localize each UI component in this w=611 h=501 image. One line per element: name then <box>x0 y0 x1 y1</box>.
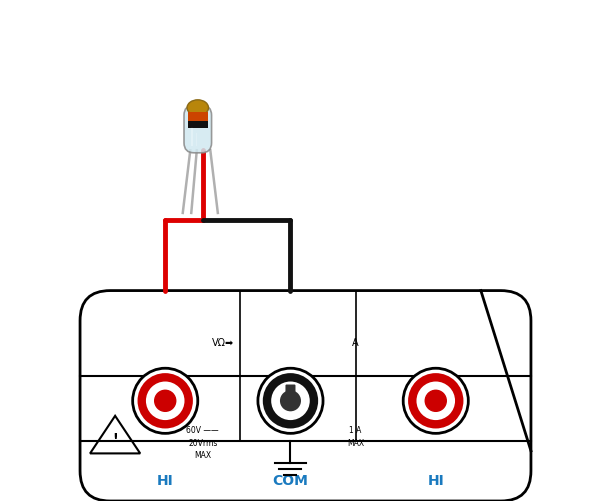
Text: 1 A: 1 A <box>349 426 362 435</box>
Circle shape <box>137 373 193 428</box>
Circle shape <box>408 373 463 428</box>
Text: 60V ——: 60V —— <box>186 426 219 435</box>
Circle shape <box>431 396 440 405</box>
Circle shape <box>417 382 455 420</box>
Text: MAX: MAX <box>194 451 211 460</box>
Text: HI: HI <box>157 474 174 488</box>
Circle shape <box>271 382 310 420</box>
Text: 20Vrms: 20Vrms <box>188 439 218 448</box>
FancyBboxPatch shape <box>285 385 296 397</box>
Circle shape <box>263 373 318 428</box>
Ellipse shape <box>187 100 208 116</box>
Text: COM: COM <box>273 474 309 488</box>
Text: VΩ➡: VΩ➡ <box>212 338 234 348</box>
Circle shape <box>425 390 446 411</box>
Text: MAX: MAX <box>347 439 364 448</box>
Text: !: ! <box>112 432 118 445</box>
Circle shape <box>161 396 170 405</box>
FancyBboxPatch shape <box>184 105 211 153</box>
FancyBboxPatch shape <box>80 291 531 501</box>
Text: HI: HI <box>427 474 444 488</box>
Text: A: A <box>353 338 359 348</box>
Circle shape <box>403 368 468 433</box>
Circle shape <box>280 390 301 411</box>
Circle shape <box>133 368 198 433</box>
Circle shape <box>258 368 323 433</box>
Bar <box>188 112 208 121</box>
Circle shape <box>155 390 176 411</box>
Circle shape <box>146 382 185 420</box>
Bar <box>188 121 208 128</box>
